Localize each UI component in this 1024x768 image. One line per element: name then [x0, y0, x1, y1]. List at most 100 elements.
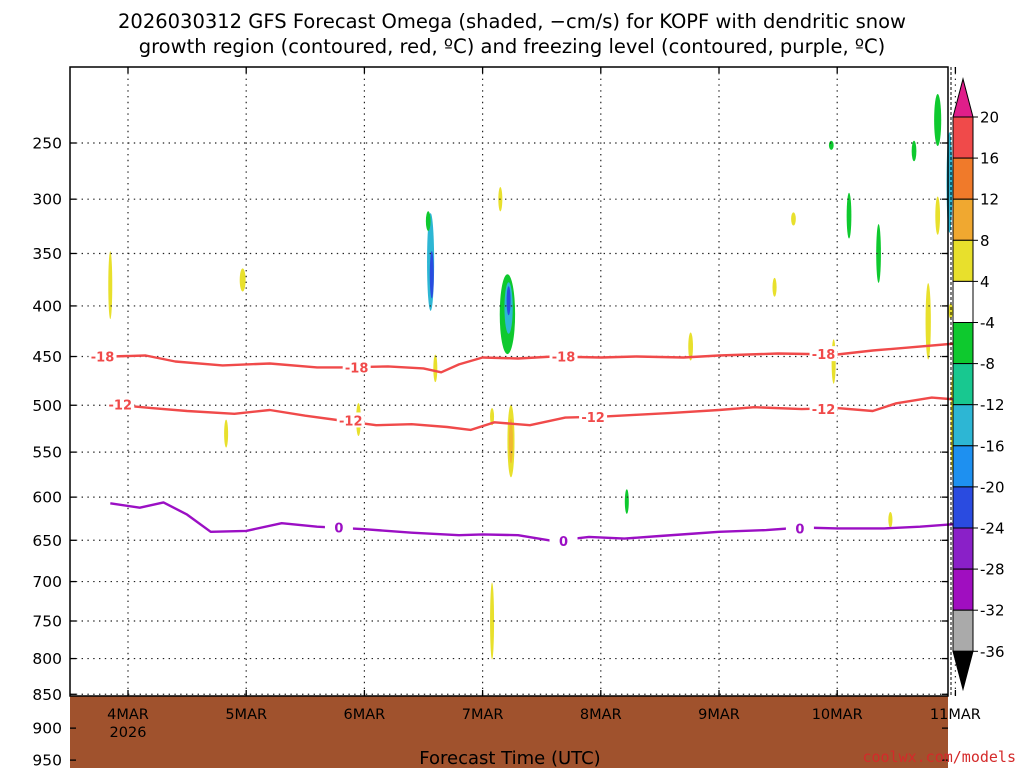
colorbar-label--36: -36 [980, 643, 1005, 661]
colorbar-segment-10 [952, 486, 974, 529]
colorbar-label-20: 20 [980, 109, 999, 127]
x-axis-label: Forecast Time (UTC) [419, 748, 600, 768]
colorbar-segment-1 [952, 116, 974, 159]
omega-region-21 [911, 140, 917, 162]
colorbar-label--28: -28 [980, 561, 1005, 579]
y-tick-label-600: 600 [32, 489, 62, 507]
omega-region-20 [828, 140, 834, 150]
colorbar-label--20: -20 [980, 478, 1005, 496]
omega-region-1 [425, 211, 431, 231]
y-tick-label-950: 950 [32, 752, 62, 768]
y-tick-label-700: 700 [32, 573, 62, 591]
isotherm-contours: -18 -18 -18 -18 -12 -12 -12 -12 0 0 0 [88, 342, 956, 550]
y-tick-label-550: 550 [32, 444, 62, 462]
omega-region-13 [108, 251, 113, 320]
colorbar-label-8: 8 [980, 232, 990, 250]
colorbar-segment-7 [952, 363, 974, 406]
y-tick-label-750: 750 [32, 613, 62, 631]
x-tick-label-9MAR: 9MAR [698, 707, 740, 723]
contour-label-bg [785, 520, 814, 536]
omega-region-16 [791, 212, 796, 226]
x-tick-sublabel-4MAR: 2026 [110, 725, 147, 741]
colorbar-segment-5 [952, 280, 974, 323]
colorbar-segment-11 [952, 527, 974, 570]
y-axis-pressure-ticks: 250 300 350 400 450 500 550 600 650 700 750 800 850 9… [32, 135, 948, 768]
y-tick-label-400: 400 [32, 297, 62, 315]
omega-region-6 [506, 286, 511, 316]
contour-label--18-1: -18 [345, 361, 369, 376]
y-tick-label-300: 300 [32, 191, 62, 209]
colorbar-segment-2 [952, 157, 974, 200]
omega-colorbar: 20 16 12 8 4 -4 -8 -12 -16 -20 -24 -28 -32 -36 [952, 77, 1005, 692]
colorbar-label-12: 12 [980, 191, 999, 209]
y-tick-label-900: 900 [32, 720, 62, 738]
colorbar-segment-6 [952, 322, 974, 365]
omega-region-3 [433, 354, 438, 383]
contour-label-bg [88, 348, 117, 364]
colorbar-label-4: 4 [980, 273, 990, 291]
contour-label--18-0: -18 [91, 351, 115, 366]
colorbar-label--8: -8 [980, 355, 995, 373]
colorbar-label--24: -24 [980, 520, 1005, 538]
y-tick-label-800: 800 [32, 650, 62, 668]
contour-label--18-3: -18 [812, 348, 836, 363]
omega-region-14 [688, 332, 693, 361]
x-tick-label-5MAR: 5MAR [225, 707, 267, 723]
contour-label--12-3: -12 [812, 403, 836, 418]
ground-fill [70, 696, 948, 768]
contour-label--12-1: -12 [339, 414, 363, 429]
omega-region-8 [508, 418, 513, 464]
omega-region-27 [948, 303, 953, 319]
contour-line--18 [110, 342, 956, 374]
omega-region-28 [888, 512, 893, 528]
y-tick-label-650: 650 [32, 532, 62, 550]
x-tick-label-10MAR: 10MAR [812, 707, 863, 723]
colorbar-label--4: -4 [980, 314, 995, 332]
y-tick-label-500: 500 [32, 397, 62, 415]
contour-label-bg [579, 409, 608, 425]
y-tick-label-250: 250 [32, 135, 62, 153]
colorbar-segment-9 [952, 445, 974, 488]
chart-title-line2: growth region (contoured, red, ºC) and f… [139, 35, 886, 58]
x-tick-label-11MAR: 11MAR [930, 707, 981, 723]
colorbar-label--32: -32 [980, 602, 1005, 620]
omega-region-19 [876, 224, 881, 283]
plot-frame [69, 66, 952, 697]
omega-region-2 [429, 250, 434, 299]
contour-label-bg [549, 533, 578, 549]
contour-label-bg [549, 348, 578, 364]
y-tick-label-350: 350 [32, 245, 62, 263]
colorbar-label--12: -12 [980, 396, 1005, 414]
colorbar-segment-4 [952, 239, 974, 282]
contour-line-0 [110, 501, 956, 543]
contour-label-bg [324, 519, 353, 535]
omega-region-22 [934, 93, 942, 147]
omega-region-12 [239, 268, 246, 292]
omega-region-9 [490, 408, 495, 426]
contour-label--12-2: -12 [581, 411, 605, 426]
contour-label-0-1: 0 [559, 535, 568, 550]
omega-region-18 [846, 192, 852, 239]
colorbar-segment-3 [952, 198, 974, 241]
contour-label-bg [809, 346, 838, 362]
x-tick-label-8MAR: 8MAR [580, 707, 622, 723]
contour-label--12-0: -12 [109, 398, 133, 413]
colorbar-label-16: 16 [980, 150, 999, 168]
contour-label-0-2: 0 [795, 522, 804, 537]
x-tick-label-4MAR: 4MAR [107, 707, 149, 723]
omega-region-31 [224, 419, 229, 448]
omega-region-32 [624, 489, 629, 514]
contour-label-0-0: 0 [334, 521, 343, 536]
x-axis-time-ticks: 4MAR 2026 5MAR 6MAR 7MAR 8MAR 9MAR 10MAR 11MAR [107, 67, 981, 741]
colorbar-label--16: -16 [980, 437, 1005, 455]
colorbar-bottom-arrow [952, 650, 974, 692]
y-tick-label-450: 450 [32, 348, 62, 366]
colorbar-segment-13 [952, 609, 974, 652]
colorbar-segment-12 [952, 568, 974, 611]
contour-label--18-2: -18 [552, 351, 576, 366]
contour-label-bg [106, 396, 135, 412]
omega-shaded-regions [99, 93, 956, 745]
omega-region-24 [935, 196, 941, 235]
plot-border [69, 66, 949, 697]
